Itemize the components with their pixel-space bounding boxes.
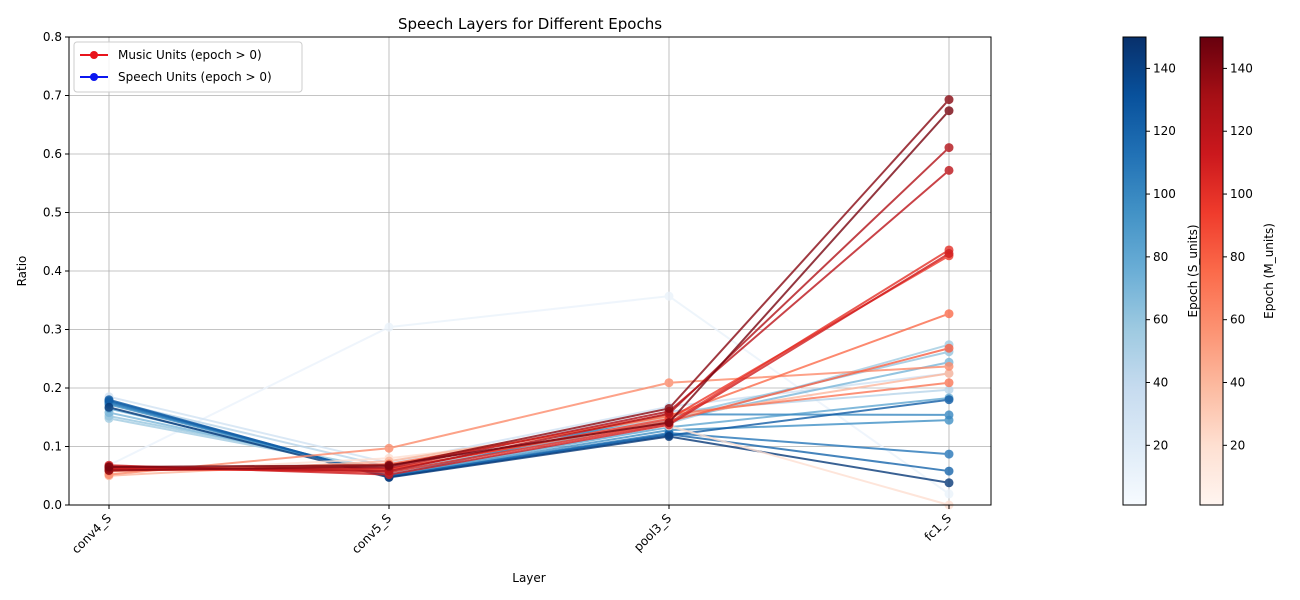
x-tick-label: conv5_S <box>349 511 394 556</box>
x-axis-label: Layer <box>512 571 546 585</box>
data-point <box>664 403 674 413</box>
colorbar-music-bar <box>1199 36 1224 506</box>
y-tick-label: 0.2 <box>43 381 62 395</box>
colorbar-tick-label: 80 <box>1230 250 1245 264</box>
data-point <box>944 368 954 378</box>
colorbar-speech: 20 40 60 80 100 120 140 Epoch (S_units) <box>1122 36 1200 506</box>
legend: Music Units (epoch > 0) Speech Units (ep… <box>73 41 303 93</box>
colorbar-tick-label: 20 <box>1230 438 1245 452</box>
colorbar-tick-label: 20 <box>1153 438 1168 452</box>
y-tick-label: 0.8 <box>43 30 62 44</box>
series-line <box>108 365 950 476</box>
colorbar-tick-label: 120 <box>1153 124 1176 138</box>
data-point <box>664 291 674 301</box>
data-point <box>384 322 394 332</box>
colorbar-speech-bar <box>1122 36 1147 506</box>
colorbar-tick-label: 140 <box>1153 61 1176 75</box>
data-point <box>944 95 954 105</box>
series-line <box>108 110 950 468</box>
data-point <box>944 106 954 116</box>
y-tick-label: 0.0 <box>43 498 62 512</box>
chart-title: Speech Layers for Different Epochs <box>398 15 662 33</box>
data-point <box>944 361 954 371</box>
y-tick-label: 0.5 <box>43 206 62 220</box>
y-tick-label: 0.6 <box>43 147 62 161</box>
data-point <box>944 478 954 488</box>
data-point <box>944 143 954 153</box>
series-line <box>108 295 950 495</box>
colorbar-music-label: Epoch (M_units) <box>1262 223 1276 319</box>
data-point <box>944 343 954 353</box>
series-music-epoch-140 <box>104 95 954 475</box>
data-point <box>944 489 954 499</box>
axes: 0.0 0.1 0.2 0.3 0.4 0.5 0.6 0.7 0.8 conv4_S conv5_… <box>43 30 954 556</box>
series-line <box>108 252 950 476</box>
series-line <box>108 146 950 473</box>
data-point <box>944 309 954 319</box>
y-tick-label: 0.1 <box>43 440 62 454</box>
legend-speech-marker <box>90 73 98 81</box>
colorbar-speech-ticks: 20 40 60 80 100 120 140 <box>1146 61 1176 452</box>
colorbar-music: 20 40 60 80 100 120 140 Epoch (M_units) <box>1199 36 1276 506</box>
colorbar-tick-label: 100 <box>1230 187 1253 201</box>
x-tick-label: conv4_S <box>69 511 114 556</box>
legend-box <box>73 41 303 93</box>
colorbar-tick-label: 140 <box>1230 61 1253 75</box>
colorbar-tick-label: 60 <box>1153 313 1168 327</box>
series-line <box>108 406 950 484</box>
data-point <box>664 418 674 428</box>
colorbar-tick-label: 100 <box>1153 187 1176 201</box>
data-point <box>384 460 394 470</box>
data-point <box>944 410 954 420</box>
colorbar-tick-label: 40 <box>1153 376 1168 390</box>
series-group <box>104 95 954 510</box>
colorbar-speech-label: Epoch (S_units) <box>1186 224 1200 317</box>
data-point <box>944 385 954 395</box>
y-tick-label: 0.7 <box>43 89 62 103</box>
series-music-epoch-145 <box>104 106 954 472</box>
data-point <box>944 248 954 258</box>
colorbar-tick-label: 60 <box>1230 313 1245 327</box>
colorbar-tick-label: 80 <box>1153 250 1168 264</box>
series-music-epoch-120 <box>104 165 954 474</box>
data-point <box>104 402 114 412</box>
data-point <box>664 378 674 388</box>
legend-music-marker <box>90 51 98 59</box>
series-line <box>108 372 950 464</box>
legend-music-label: Music Units (epoch > 0) <box>118 48 262 62</box>
colorbar-tick-label: 40 <box>1230 376 1245 390</box>
x-tick-label: pool3_S <box>631 511 674 554</box>
data-point <box>944 395 954 405</box>
y-axis-label: Ratio <box>15 256 29 287</box>
x-tick-label: fc1_S <box>922 511 955 544</box>
data-point <box>664 432 674 442</box>
series-line <box>108 98 950 472</box>
data-point <box>944 466 954 476</box>
data-point <box>944 165 954 175</box>
legend-speech-label: Speech Units (epoch > 0) <box>118 70 272 84</box>
data-point <box>104 462 114 472</box>
data-point <box>104 395 114 405</box>
data-point <box>384 443 394 453</box>
series-speech-epoch-45 <box>104 385 954 472</box>
colorbar-tick-label: 120 <box>1230 124 1253 138</box>
y-tick-label: 0.3 <box>43 323 62 337</box>
data-point <box>944 449 954 459</box>
y-tick-label: 0.4 <box>43 264 62 278</box>
series-speech-epoch-70 <box>104 357 954 478</box>
data-point <box>944 378 954 388</box>
colorbar-music-ticks: 20 40 60 80 100 120 140 <box>1223 61 1253 452</box>
